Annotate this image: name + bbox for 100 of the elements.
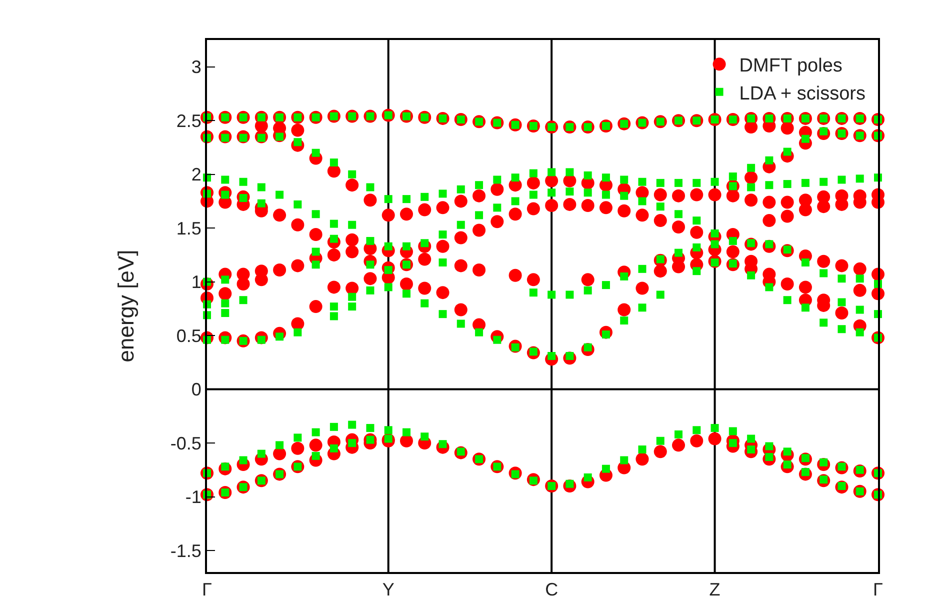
point (384, 242, 392, 250)
point (599, 201, 612, 214)
point (273, 264, 286, 276)
point (853, 262, 866, 276)
point (221, 308, 230, 317)
point (312, 248, 320, 256)
point (744, 120, 758, 134)
point (636, 282, 649, 295)
point (566, 168, 574, 176)
y-axis-title: energy [eV] (114, 250, 139, 362)
point (548, 168, 556, 176)
point (291, 218, 304, 232)
point (438, 310, 447, 318)
point (294, 328, 302, 336)
point (692, 267, 701, 276)
point (602, 464, 610, 473)
point (853, 284, 866, 297)
point (348, 302, 356, 311)
point (236, 268, 250, 281)
point (511, 174, 520, 182)
point (438, 258, 447, 266)
y-tick-label: -0.5 (170, 433, 202, 454)
point (692, 178, 701, 187)
point (221, 276, 230, 284)
point (257, 183, 266, 192)
point (545, 199, 558, 212)
point (856, 274, 864, 283)
point (384, 283, 392, 292)
point (710, 240, 719, 248)
x-tick-label: Γ (202, 580, 212, 600)
y-tick-label: 0.5 (176, 326, 202, 346)
point (273, 208, 286, 222)
y-tick-label: -1 (185, 487, 202, 508)
point (780, 196, 794, 209)
legend-label: LDA + scissors (739, 83, 866, 104)
point (566, 290, 574, 299)
point (783, 180, 792, 188)
point (602, 190, 610, 199)
point (710, 178, 719, 186)
point (493, 204, 502, 212)
point (436, 286, 450, 300)
point (330, 220, 338, 228)
y-tick-label: 3 (191, 57, 202, 78)
point (798, 203, 812, 216)
point (364, 272, 377, 286)
point (438, 230, 447, 239)
y-tick-label: 0 (191, 380, 202, 400)
point (856, 174, 864, 183)
point (420, 192, 429, 201)
point (801, 134, 810, 143)
point (856, 328, 864, 336)
point (239, 296, 248, 304)
point (346, 233, 359, 246)
point (692, 243, 701, 252)
point (327, 248, 340, 262)
point (438, 190, 447, 198)
point (257, 199, 266, 208)
point (312, 452, 320, 460)
point (454, 259, 468, 272)
point (654, 264, 667, 278)
point (780, 122, 794, 135)
point (728, 172, 737, 180)
point (765, 156, 774, 164)
point (674, 248, 683, 257)
point (744, 194, 758, 207)
point (656, 178, 664, 187)
point (309, 300, 322, 314)
point (239, 456, 248, 464)
point (327, 164, 340, 178)
point (364, 194, 377, 207)
y-tick-label: 2 (191, 164, 202, 185)
point (257, 450, 266, 458)
y-tick-label: 2.5 (176, 110, 202, 131)
point (690, 226, 704, 239)
point (330, 312, 338, 320)
point (291, 259, 304, 272)
point (400, 208, 413, 221)
point (456, 220, 465, 229)
point (638, 304, 646, 312)
point (801, 178, 810, 187)
point (581, 199, 594, 212)
point (402, 242, 410, 250)
point (726, 245, 740, 258)
point (602, 174, 610, 182)
point (708, 188, 722, 202)
point (765, 181, 774, 190)
point (620, 456, 628, 464)
point (618, 303, 631, 316)
point (454, 194, 468, 208)
point (456, 320, 465, 328)
point (366, 183, 374, 192)
point (276, 190, 284, 199)
y-tick-label: 1.5 (176, 218, 202, 238)
point (384, 195, 392, 204)
point (801, 258, 810, 266)
point (221, 299, 230, 308)
point (382, 208, 395, 222)
point (330, 422, 338, 431)
point (418, 203, 432, 216)
point (327, 280, 340, 294)
